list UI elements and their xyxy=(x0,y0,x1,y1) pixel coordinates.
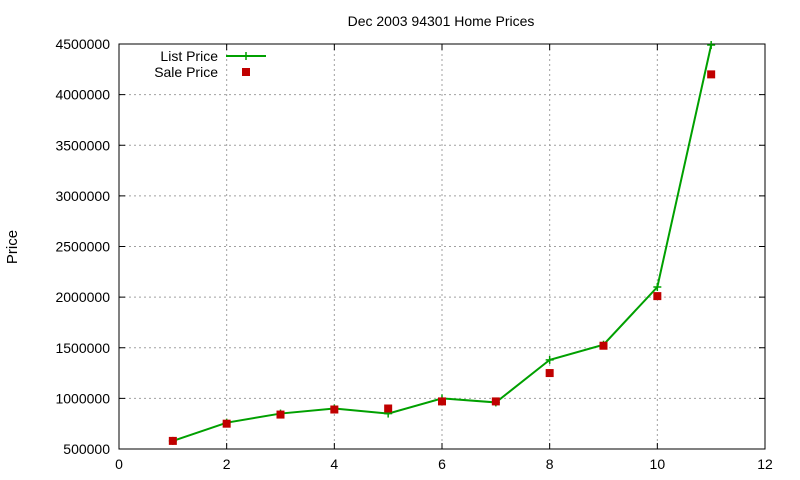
list-price-point xyxy=(545,355,554,364)
sale-price-point xyxy=(276,410,285,419)
list-price-point xyxy=(707,41,716,50)
sale-price-point xyxy=(491,397,500,406)
sale-price-point xyxy=(707,70,716,79)
legend-sale-price-marker xyxy=(242,68,250,76)
y-tick-label: 1000000 xyxy=(55,390,110,406)
x-tick-label: 12 xyxy=(757,456,773,472)
legend-label: List Price xyxy=(160,48,218,64)
y-tick-label: 4000000 xyxy=(55,87,110,103)
y-tick-label: 2000000 xyxy=(55,289,110,305)
chart-title: Dec 2003 94301 Home Prices xyxy=(348,13,535,29)
sale-price-point xyxy=(599,341,608,350)
series xyxy=(168,41,716,445)
sale-price-point xyxy=(438,397,446,406)
y-tick-label: 1500000 xyxy=(55,340,110,356)
sale-price-point xyxy=(653,292,662,301)
x-tick-label: 2 xyxy=(223,456,231,472)
y-tick-label: 2500000 xyxy=(55,239,110,255)
x-tick-label: 4 xyxy=(330,456,338,472)
sale-price-point xyxy=(384,404,393,413)
sale-price-point xyxy=(168,436,177,445)
x-tick-label: 6 xyxy=(438,456,446,472)
x-tick-label: 8 xyxy=(546,456,554,472)
y-tick-label: 500000 xyxy=(63,441,110,457)
x-tick-label: 0 xyxy=(115,456,123,472)
y-axis-label: Price xyxy=(4,230,21,264)
list-price-point xyxy=(653,283,662,291)
x-tick-label: 10 xyxy=(650,456,666,472)
y-tick-label: 3000000 xyxy=(55,188,110,204)
legend-list-price-marker xyxy=(242,52,250,60)
sale-price-point xyxy=(545,369,554,378)
sale-price-point xyxy=(222,419,231,428)
y-tick-label: 3500000 xyxy=(55,137,110,153)
axis-ticks: 0 2 4 6 8 10 12 500000 1000000 1500000 2000000 2500… xyxy=(55,36,773,472)
sale-price-point xyxy=(330,405,339,414)
legend-label: Sale Price xyxy=(154,64,218,80)
grid xyxy=(119,44,765,449)
y-tick-label: 4500000 xyxy=(55,36,110,52)
